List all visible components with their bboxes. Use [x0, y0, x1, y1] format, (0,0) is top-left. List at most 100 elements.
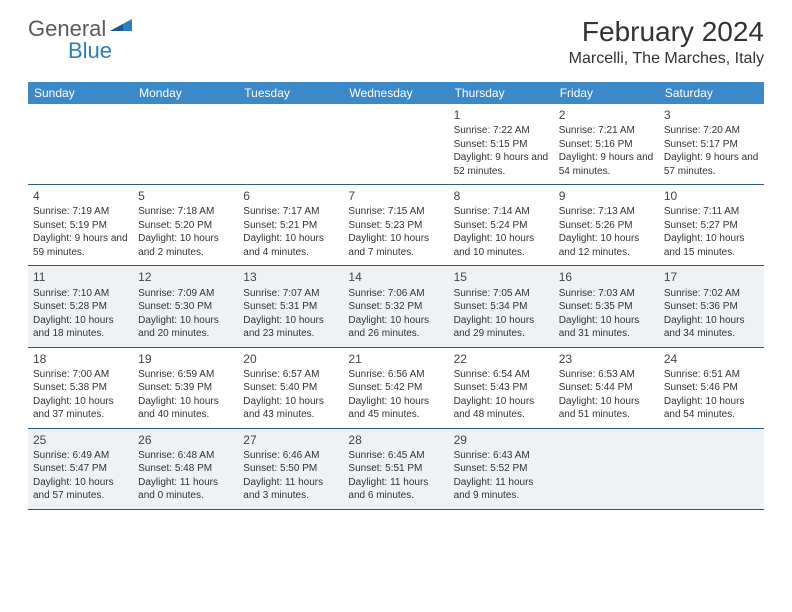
week-row: 11Sunrise: 7:10 AMSunset: 5:28 PMDayligh… — [28, 266, 764, 347]
day-cell — [133, 104, 238, 184]
day-sunset: Sunset: 5:39 PM — [138, 381, 233, 395]
title-block: February 2024 Marcelli, The Marches, Ita… — [569, 16, 764, 68]
day-sunset: Sunset: 5:50 PM — [243, 462, 338, 476]
day-daylight: Daylight: 10 hours and 4 minutes. — [243, 232, 338, 259]
day-sunrise: Sunrise: 7:10 AM — [33, 287, 128, 301]
day-sunrise: Sunrise: 7:11 AM — [664, 205, 759, 219]
day-sunset: Sunset: 5:26 PM — [559, 219, 654, 233]
day-header-row: SundayMondayTuesdayWednesdayThursdayFrid… — [28, 82, 764, 104]
day-sunrise: Sunrise: 6:54 AM — [454, 368, 549, 382]
day-number: 13 — [243, 269, 338, 285]
day-sunset: Sunset: 5:30 PM — [138, 300, 233, 314]
day-sunset: Sunset: 5:20 PM — [138, 219, 233, 233]
day-sunrise: Sunrise: 7:06 AM — [348, 287, 443, 301]
day-sunset: Sunset: 5:34 PM — [454, 300, 549, 314]
day-number: 9 — [559, 188, 654, 204]
day-sunset: Sunset: 5:17 PM — [664, 138, 759, 152]
day-daylight: Daylight: 10 hours and 7 minutes. — [348, 232, 443, 259]
day-number: 26 — [138, 432, 233, 448]
day-sunset: Sunset: 5:19 PM — [33, 219, 128, 233]
day-sunrise: Sunrise: 7:09 AM — [138, 287, 233, 301]
day-sunrise: Sunrise: 7:05 AM — [454, 287, 549, 301]
day-daylight: Daylight: 10 hours and 34 minutes. — [664, 314, 759, 341]
day-daylight: Daylight: 9 hours and 59 minutes. — [33, 232, 128, 259]
day-daylight: Daylight: 10 hours and 2 minutes. — [138, 232, 233, 259]
day-daylight: Daylight: 10 hours and 43 minutes. — [243, 395, 338, 422]
day-sunset: Sunset: 5:44 PM — [559, 381, 654, 395]
day-sunrise: Sunrise: 7:17 AM — [243, 205, 338, 219]
logo-triangle-icon — [110, 17, 132, 38]
day-sunrise: Sunrise: 7:15 AM — [348, 205, 443, 219]
day-cell: 21Sunrise: 6:56 AMSunset: 5:42 PMDayligh… — [343, 348, 448, 428]
day-sunrise: Sunrise: 6:45 AM — [348, 449, 443, 463]
day-sunset: Sunset: 5:38 PM — [33, 381, 128, 395]
day-number: 4 — [33, 188, 128, 204]
day-sunset: Sunset: 5:43 PM — [454, 381, 549, 395]
day-sunrise: Sunrise: 7:14 AM — [454, 205, 549, 219]
day-daylight: Daylight: 9 hours and 54 minutes. — [559, 151, 654, 178]
day-daylight: Daylight: 10 hours and 45 minutes. — [348, 395, 443, 422]
day-cell — [238, 104, 343, 184]
day-header: Thursday — [449, 82, 554, 104]
day-cell: 29Sunrise: 6:43 AMSunset: 5:52 PMDayligh… — [449, 429, 554, 509]
day-number: 27 — [243, 432, 338, 448]
day-sunrise: Sunrise: 7:03 AM — [559, 287, 654, 301]
day-number: 24 — [664, 351, 759, 367]
day-sunset: Sunset: 5:21 PM — [243, 219, 338, 233]
day-header: Friday — [554, 82, 659, 104]
day-sunrise: Sunrise: 7:18 AM — [138, 205, 233, 219]
day-cell: 15Sunrise: 7:05 AMSunset: 5:34 PMDayligh… — [449, 266, 554, 346]
day-sunset: Sunset: 5:48 PM — [138, 462, 233, 476]
day-cell — [28, 104, 133, 184]
day-cell: 5Sunrise: 7:18 AMSunset: 5:20 PMDaylight… — [133, 185, 238, 265]
day-number: 29 — [454, 432, 549, 448]
day-cell: 8Sunrise: 7:14 AMSunset: 5:24 PMDaylight… — [449, 185, 554, 265]
day-number: 2 — [559, 107, 654, 123]
day-daylight: Daylight: 10 hours and 23 minutes. — [243, 314, 338, 341]
day-cell — [659, 429, 764, 509]
logo-blue-wrapper: Blue — [28, 38, 112, 64]
day-header: Wednesday — [343, 82, 448, 104]
day-header: Monday — [133, 82, 238, 104]
day-number: 10 — [664, 188, 759, 204]
location-text: Marcelli, The Marches, Italy — [569, 50, 764, 68]
day-daylight: Daylight: 11 hours and 9 minutes. — [454, 476, 549, 503]
day-number: 22 — [454, 351, 549, 367]
day-sunset: Sunset: 5:51 PM — [348, 462, 443, 476]
day-sunset: Sunset: 5:36 PM — [664, 300, 759, 314]
day-daylight: Daylight: 10 hours and 51 minutes. — [559, 395, 654, 422]
day-sunset: Sunset: 5:42 PM — [348, 381, 443, 395]
logo-text-blue: Blue — [68, 38, 112, 63]
day-number: 1 — [454, 107, 549, 123]
day-sunrise: Sunrise: 6:48 AM — [138, 449, 233, 463]
day-cell: 16Sunrise: 7:03 AMSunset: 5:35 PMDayligh… — [554, 266, 659, 346]
day-number: 28 — [348, 432, 443, 448]
day-daylight: Daylight: 10 hours and 20 minutes. — [138, 314, 233, 341]
day-sunrise: Sunrise: 7:22 AM — [454, 124, 549, 138]
day-number: 21 — [348, 351, 443, 367]
weeks-container: 1Sunrise: 7:22 AMSunset: 5:15 PM Daylight… — [28, 104, 764, 510]
day-cell: 26Sunrise: 6:48 AMSunset: 5:48 PMDayligh… — [133, 429, 238, 509]
day-number: 3 — [664, 107, 759, 123]
week-row: 18Sunrise: 7:00 AMSunset: 5:38 PMDayligh… — [28, 348, 764, 429]
day-sunrise: Sunrise: 7:02 AM — [664, 287, 759, 301]
day-daylight: Daylight: 10 hours and 18 minutes. — [33, 314, 128, 341]
day-cell: 14Sunrise: 7:06 AMSunset: 5:32 PMDayligh… — [343, 266, 448, 346]
day-number: 25 — [33, 432, 128, 448]
day-sunrise: Sunrise: 7:20 AM — [664, 124, 759, 138]
day-daylight: Daylight: 9 hours and 57 minutes. — [664, 151, 759, 178]
day-daylight: Daylight: 10 hours and 37 minutes. — [33, 395, 128, 422]
day-daylight: Daylight: 10 hours and 48 minutes. — [454, 395, 549, 422]
day-daylight: Daylight: 11 hours and 3 minutes. — [243, 476, 338, 503]
day-cell: 12Sunrise: 7:09 AMSunset: 5:30 PMDayligh… — [133, 266, 238, 346]
day-daylight: Daylight: 11 hours and 6 minutes. — [348, 476, 443, 503]
day-sunrise: Sunrise: 6:49 AM — [33, 449, 128, 463]
day-sunset: Sunset: 5:46 PM — [664, 381, 759, 395]
day-sunset: Sunset: 5:15 PM — [454, 138, 549, 152]
day-number: 20 — [243, 351, 338, 367]
day-cell: 24Sunrise: 6:51 AMSunset: 5:46 PMDayligh… — [659, 348, 764, 428]
day-daylight: Daylight: 10 hours and 29 minutes. — [454, 314, 549, 341]
day-number: 8 — [454, 188, 549, 204]
day-cell: 4Sunrise: 7:19 AMSunset: 5:19 PMDaylight… — [28, 185, 133, 265]
day-daylight: Daylight: 10 hours and 12 minutes. — [559, 232, 654, 259]
